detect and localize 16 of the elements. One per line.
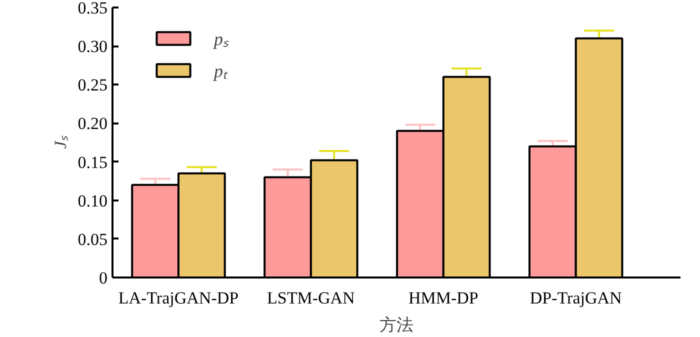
y-tick-label: 0.20 — [78, 114, 108, 134]
legend-label: pₜ — [214, 60, 229, 82]
legend-label: pₛ — [214, 28, 230, 50]
y-axis-title: Jₛ — [50, 135, 70, 149]
x-tick-label: LSTM-GAN — [267, 288, 355, 308]
x-axis-title: 方法 — [380, 316, 414, 334]
y-tick-label: 0.35 — [78, 0, 108, 18]
y-tick-label: 0.30 — [78, 37, 108, 56]
y-tick-label: 0.10 — [78, 191, 108, 210]
x-tick-label: LA-TrajGAN-DP — [118, 288, 239, 308]
y-tick-label: 0 — [99, 268, 108, 288]
y-tick-label: 0.05 — [78, 230, 108, 249]
x-tick-label: HMM-DP — [408, 288, 478, 308]
y-tick-label: 0.15 — [78, 152, 108, 172]
x-tick-label: DP-TrajGAN — [530, 288, 622, 308]
y-tick-label: 0.25 — [78, 76, 108, 95]
